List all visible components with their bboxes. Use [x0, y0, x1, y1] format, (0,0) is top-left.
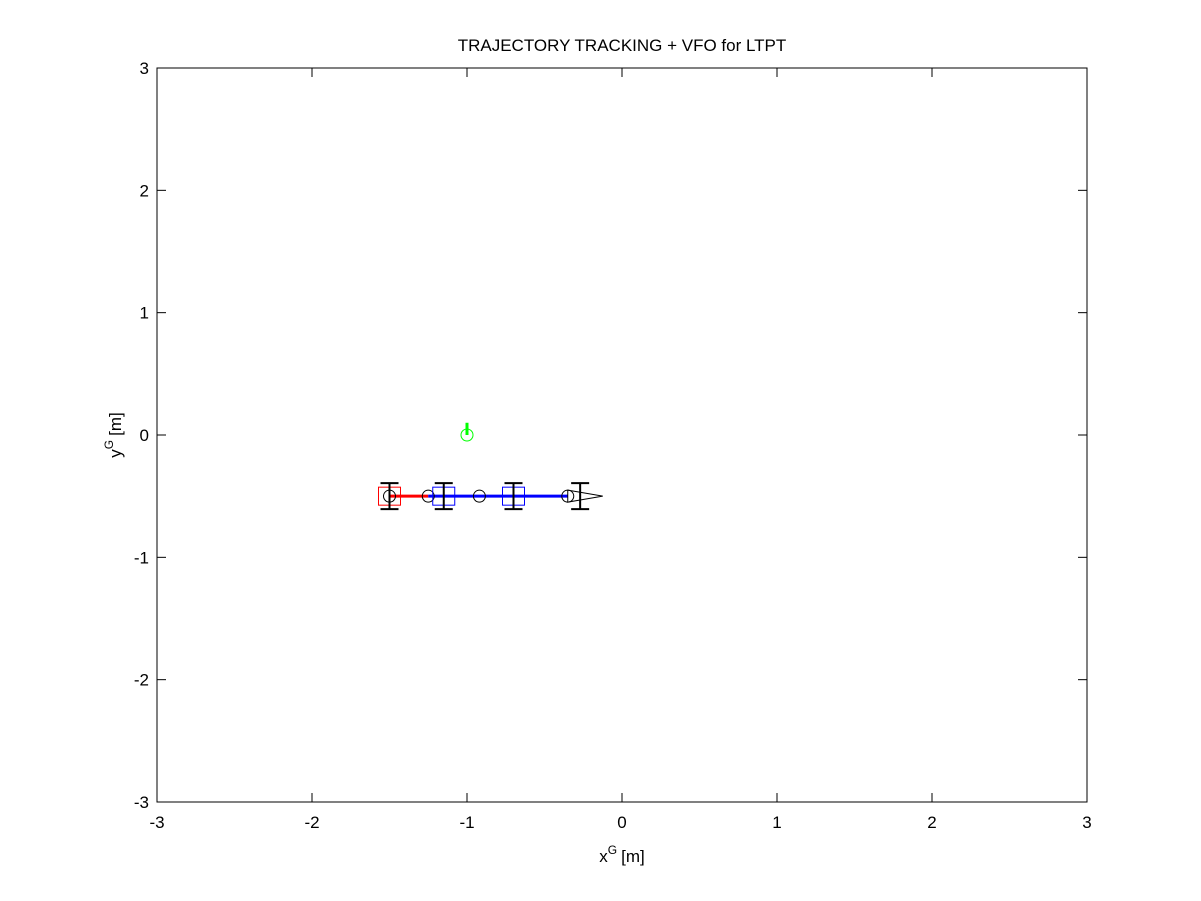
x-label-base: x: [599, 847, 608, 866]
x-tick-label: 3: [1082, 813, 1091, 832]
point-marker: [421, 489, 435, 503]
x-tick-label: 1: [772, 813, 781, 832]
y-axis-label: yG [m]: [102, 412, 125, 457]
y-tick-label: -3: [134, 793, 149, 812]
axle-marker: [434, 482, 453, 511]
y-tick-label: 1: [140, 304, 149, 323]
y-label-unit: [m]: [106, 412, 125, 436]
y-tick-label: 2: [140, 181, 149, 200]
y-label-sup: G: [102, 440, 116, 449]
x-tick-label: -3: [149, 813, 164, 832]
x-tick-label: -1: [459, 813, 474, 832]
heading-arrow: [567, 489, 603, 503]
x-axis-label: xG [m]: [599, 843, 644, 866]
y-tick-label: -2: [134, 671, 149, 690]
point-marker: [460, 428, 474, 442]
axle-marker: [571, 482, 590, 511]
x-tick-label: 2: [927, 813, 936, 832]
x-tick-label: -2: [304, 813, 319, 832]
y-label-base: y: [106, 449, 125, 458]
chart-title: TRAJECTORY TRACKING + VFO for LTPT: [458, 36, 787, 55]
y-tick-label: 0: [140, 426, 149, 445]
point-marker: [561, 489, 575, 503]
x-tick-label: 0: [617, 813, 626, 832]
point-marker: [472, 489, 486, 503]
axes-box: [156, 67, 1088, 803]
axle-marker: [380, 482, 399, 511]
y-tick-label: -1: [134, 548, 149, 567]
x-label-unit: [m]: [621, 847, 645, 866]
y-tick-label: 3: [140, 59, 149, 78]
axle-marker: [504, 482, 523, 511]
x-label-sup: G: [608, 843, 617, 857]
